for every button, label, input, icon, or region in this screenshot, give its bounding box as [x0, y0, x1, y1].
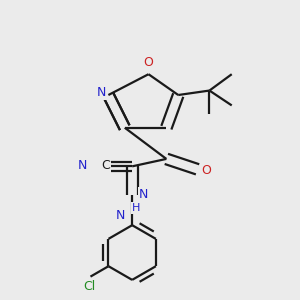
- Text: O: O: [202, 164, 212, 177]
- Text: H: H: [132, 203, 140, 213]
- Text: O: O: [144, 56, 154, 69]
- Text: Cl: Cl: [83, 280, 95, 292]
- Text: C: C: [102, 159, 110, 172]
- Text: N: N: [78, 159, 87, 172]
- Text: N: N: [96, 85, 106, 98]
- Text: N: N: [139, 188, 148, 201]
- Text: N: N: [116, 209, 126, 222]
